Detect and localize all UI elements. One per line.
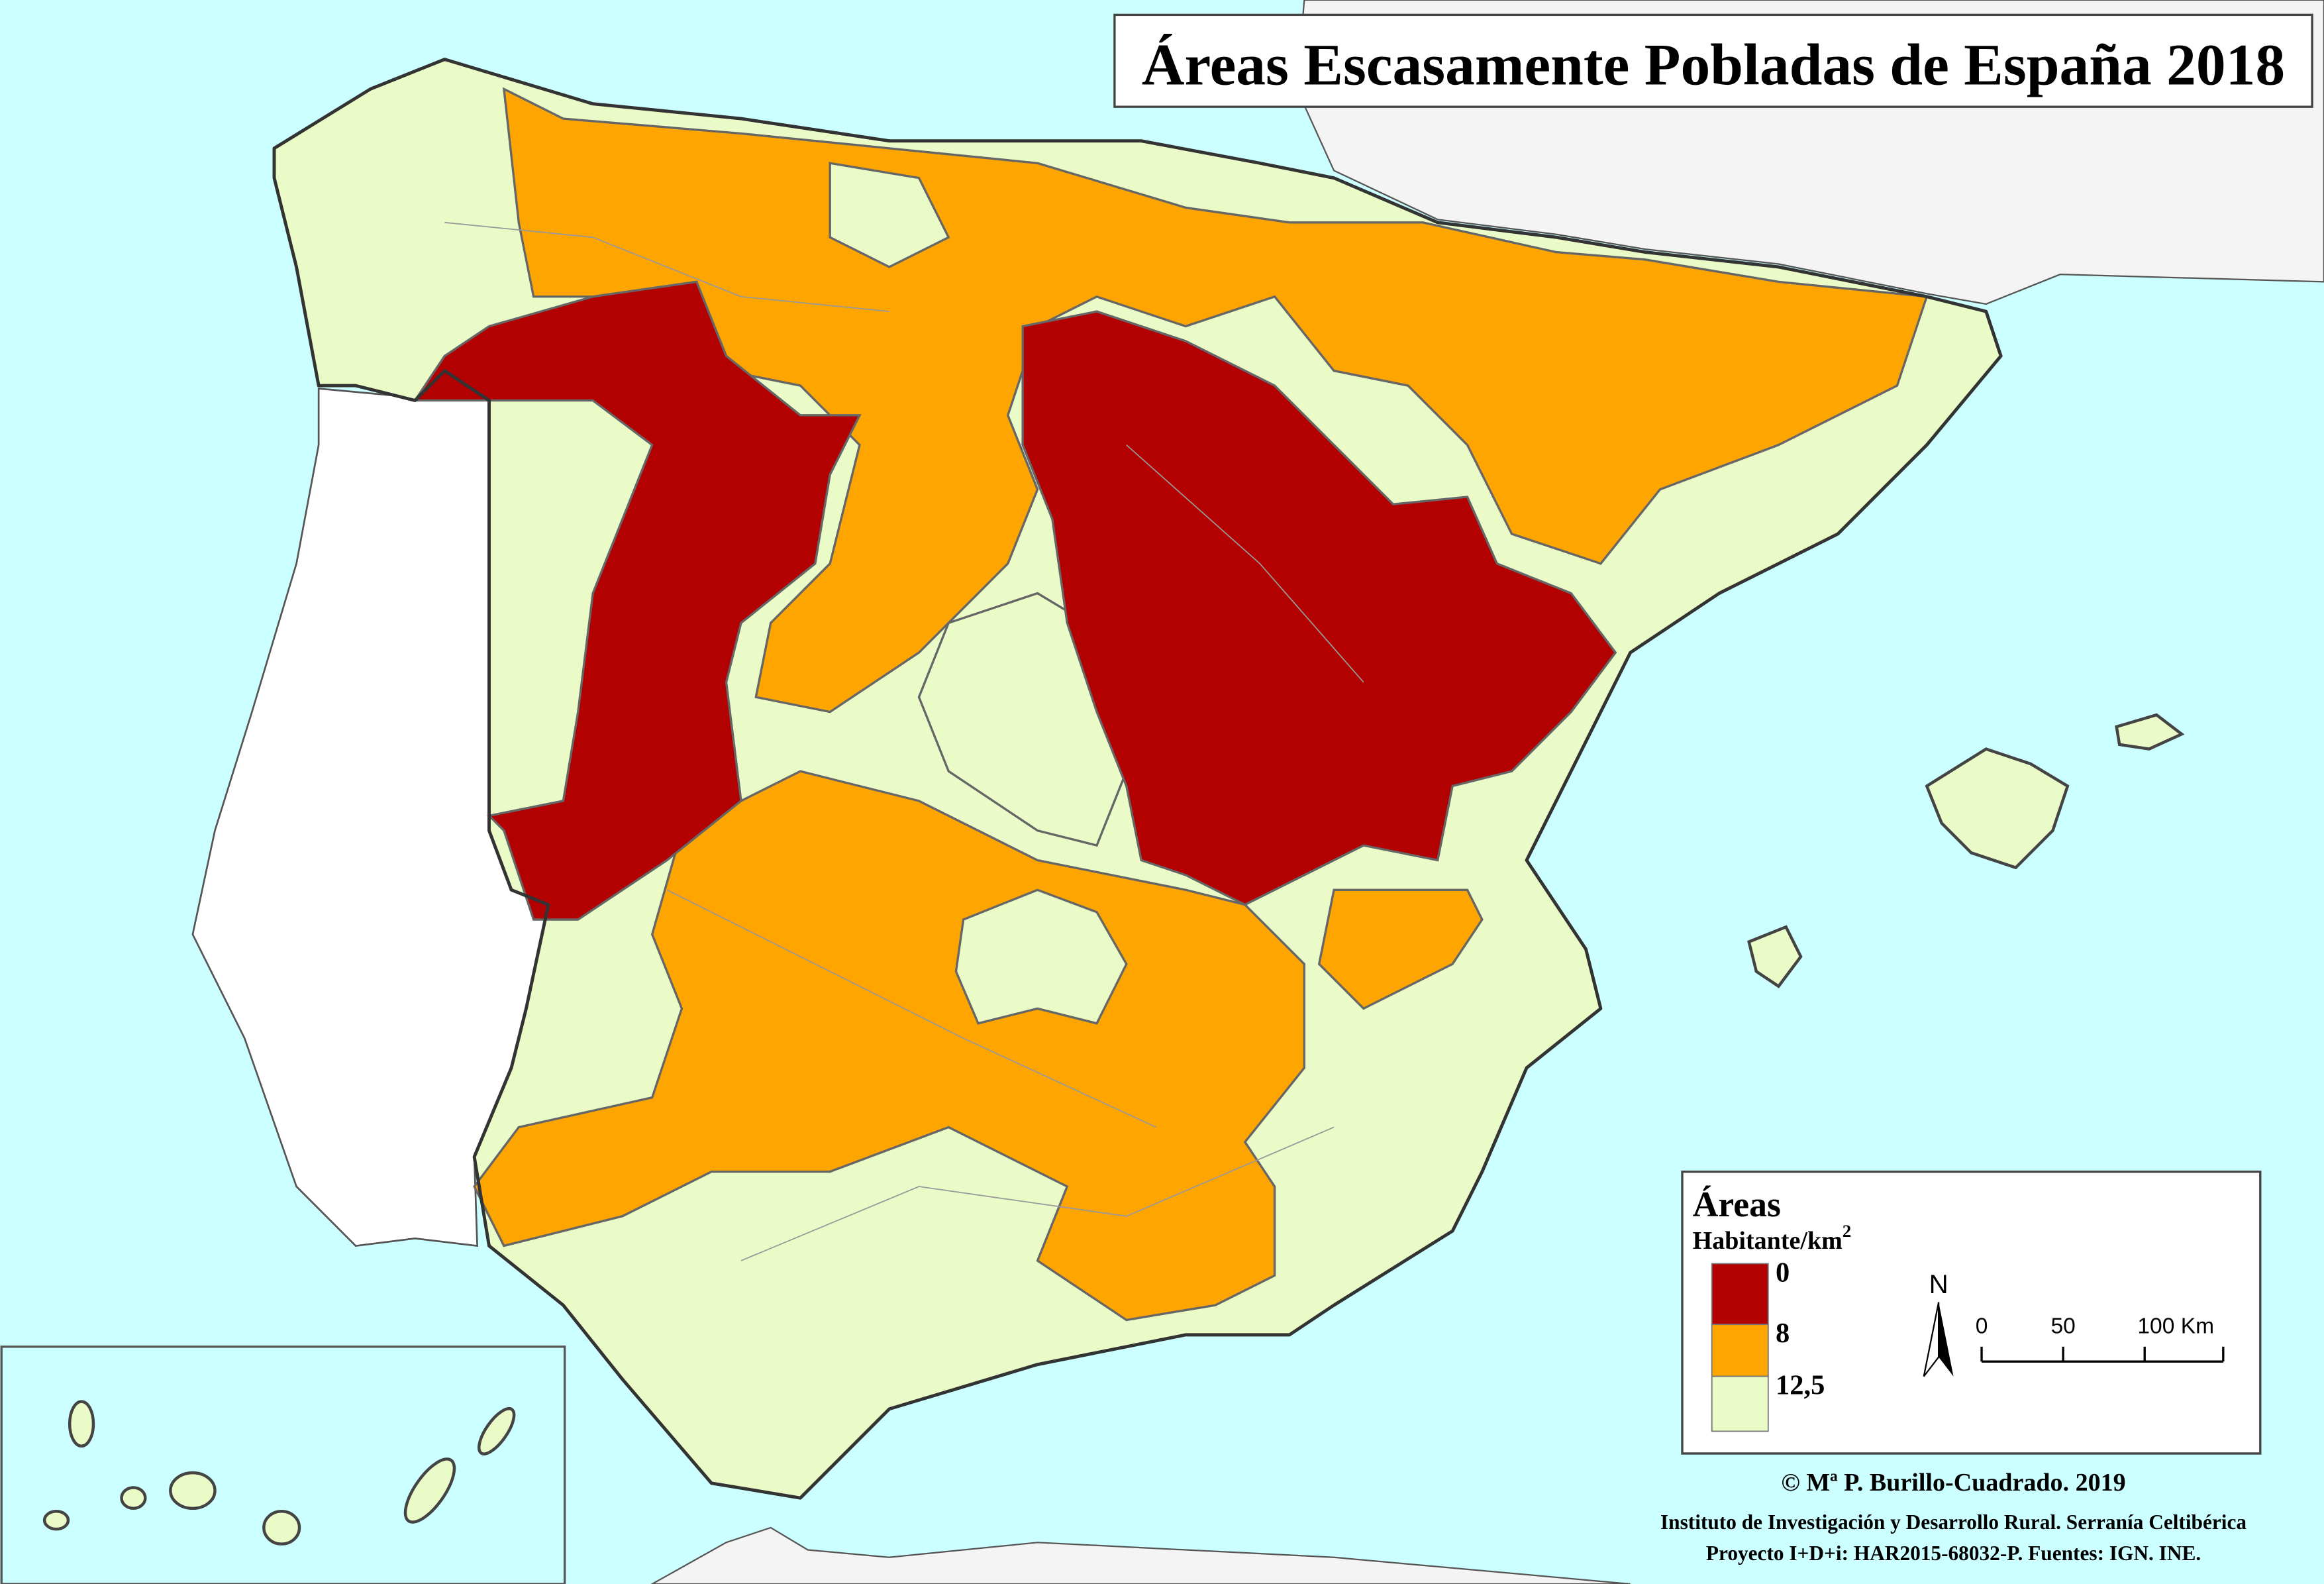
scale-label: 50 bbox=[2050, 1314, 2075, 1339]
legend-break: 8 bbox=[1776, 1318, 1790, 1349]
scale-label: 0 bbox=[1976, 1314, 1988, 1339]
legend-title: Áreas bbox=[1693, 1185, 1781, 1224]
legend-items: 0 8 12,5 bbox=[1711, 1257, 1825, 1432]
spain-border bbox=[272, 58, 2003, 1500]
credit-line: Instituto de Investigación y Desarrollo … bbox=[1660, 1510, 2247, 1534]
title-box bbox=[1113, 13, 2313, 108]
credits: © Mª P. Burillo-Cuadrado. 2019 Instituto … bbox=[1660, 1469, 2247, 1565]
credit-line: Proyecto I+D+i: HAR2015-68032-P. Fuentes… bbox=[1706, 1542, 2201, 1565]
legend-unit: Habitante/km2 bbox=[1693, 1221, 1852, 1255]
province-borders bbox=[444, 221, 1364, 1261]
canary-islands bbox=[42, 1400, 516, 1546]
legend-swatch bbox=[1711, 1263, 1769, 1326]
scale-labels: 0 50 100 Km bbox=[1976, 1314, 2214, 1339]
scale-label: 100 Km bbox=[2137, 1314, 2214, 1339]
credit-line: © Mª P. Burillo-Cuadrado. 2019 bbox=[1781, 1469, 2125, 1497]
area-above-12 bbox=[829, 162, 950, 268]
title: Áreas Escasamente Pobladas de España 201… bbox=[1142, 32, 2285, 98]
ibiza bbox=[1747, 925, 1803, 988]
canary-inset bbox=[0, 1346, 566, 1584]
mallorca bbox=[1925, 747, 2070, 870]
legend-swatch bbox=[1711, 1375, 1769, 1432]
north-label: N bbox=[1929, 1269, 1948, 1299]
africa bbox=[650, 1526, 1631, 1584]
area-8-12 bbox=[473, 770, 1306, 1322]
legend-break: 12,5 bbox=[1776, 1369, 1825, 1400]
scale-bar bbox=[1980, 1346, 2225, 1363]
area-8-12 bbox=[1317, 888, 1484, 1010]
area-0-8 bbox=[413, 280, 862, 921]
legend-unit-exponent: 2 bbox=[1843, 1221, 1851, 1241]
legend-box bbox=[1681, 1170, 2262, 1455]
area-above-12 bbox=[917, 592, 1128, 847]
menorca bbox=[2115, 713, 2185, 751]
legend-unit-text: Habitante/km bbox=[1693, 1227, 1843, 1255]
area-above-12 bbox=[954, 888, 1128, 1025]
legend-swatch bbox=[1711, 1324, 1769, 1377]
area-0-8 bbox=[1021, 310, 1617, 906]
legend-break: 0 bbox=[1776, 1257, 1790, 1288]
